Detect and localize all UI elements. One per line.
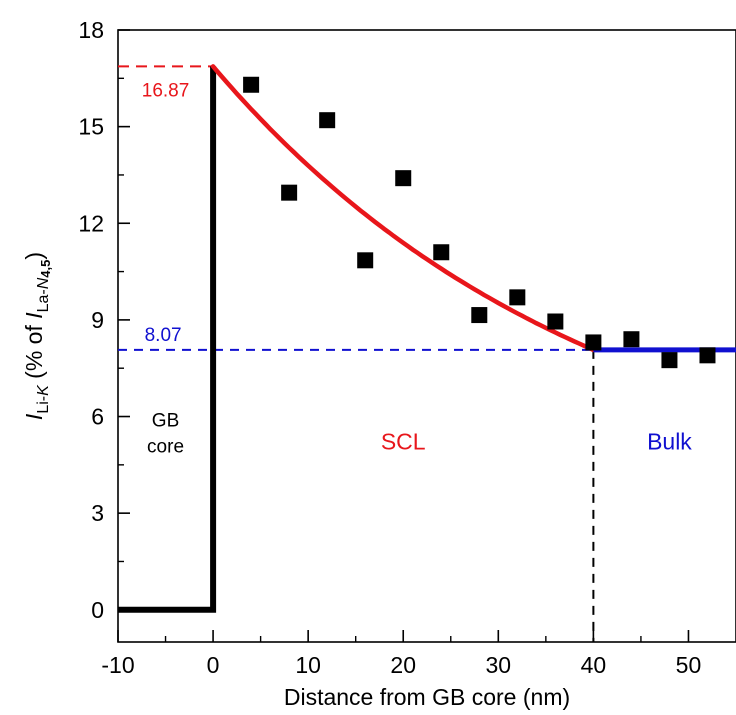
y-label-main: I — [21, 413, 47, 420]
y-label-ref-sub-italic: N — [35, 277, 52, 289]
x-tick-label: 10 — [295, 652, 321, 678]
region-label-bulk: Bulk — [647, 428, 692, 454]
series — [118, 64, 736, 613]
y-tick-label: 3 — [91, 500, 104, 526]
y-label-close: ) — [21, 252, 47, 260]
data-point — [243, 76, 260, 93]
plot-frame — [117, 29, 736, 643]
data-point — [547, 313, 564, 330]
data-point — [661, 352, 678, 369]
data-point — [281, 184, 298, 201]
data-point — [433, 244, 450, 261]
axis-ticks — [117, 29, 690, 642]
y-tick-label: 12 — [78, 210, 104, 236]
data-point — [623, 331, 640, 348]
x-tick-label: 30 — [486, 652, 512, 678]
axis-tick-labels: -10 0 10 20 30 40 50 0 3 6 9 12 15 18 — [78, 17, 701, 678]
y-tick-label: 6 — [91, 404, 104, 430]
chart-labels: 16.87 8.07 GB core SCL Bulk — [142, 80, 693, 457]
data-point — [319, 112, 336, 129]
peak-value-label: 16.87 — [142, 80, 190, 101]
y-label-main-sub: Li- — [35, 396, 52, 414]
y-tick-label: 18 — [78, 17, 104, 43]
gb-core-profile — [118, 66, 217, 613]
data-point — [585, 334, 602, 351]
data-point — [509, 289, 526, 306]
bulk-value-label: 8.07 — [145, 325, 182, 346]
y-label-ref: I — [21, 312, 47, 319]
scl-fit-curve — [210, 64, 596, 353]
y-tick-label: 9 — [91, 307, 104, 333]
x-tick-label: 50 — [676, 652, 702, 678]
region-label-gb-core: GB — [152, 411, 179, 432]
y-label-middle: (% of — [21, 319, 47, 385]
y-label-ref-sub-bold: 4,5 — [38, 260, 53, 278]
region-label-gb-core: core — [147, 437, 184, 458]
y-tick-label: 0 — [91, 597, 104, 623]
y-tick-label: 15 — [78, 114, 104, 140]
x-tick-label: 20 — [390, 652, 416, 678]
data-point — [357, 252, 374, 269]
scatter-points — [243, 76, 716, 369]
data-point — [471, 307, 488, 324]
x-tick-label: 40 — [581, 652, 607, 678]
y-axis-label: ILi-K (% of ILa-N4,5) — [21, 252, 53, 420]
data-point — [699, 347, 716, 364]
x-axis-label: Distance from GB core (nm) — [284, 684, 570, 710]
x-tick-label: -10 — [101, 652, 134, 678]
x-tick-label: 0 — [207, 652, 220, 678]
y-label-ref-sub: La- — [35, 289, 52, 312]
reference-lines — [118, 65, 595, 642]
data-point — [395, 170, 412, 187]
region-label-scl: SCL — [381, 428, 426, 454]
y-label-main-sub-italic: K — [35, 384, 52, 396]
